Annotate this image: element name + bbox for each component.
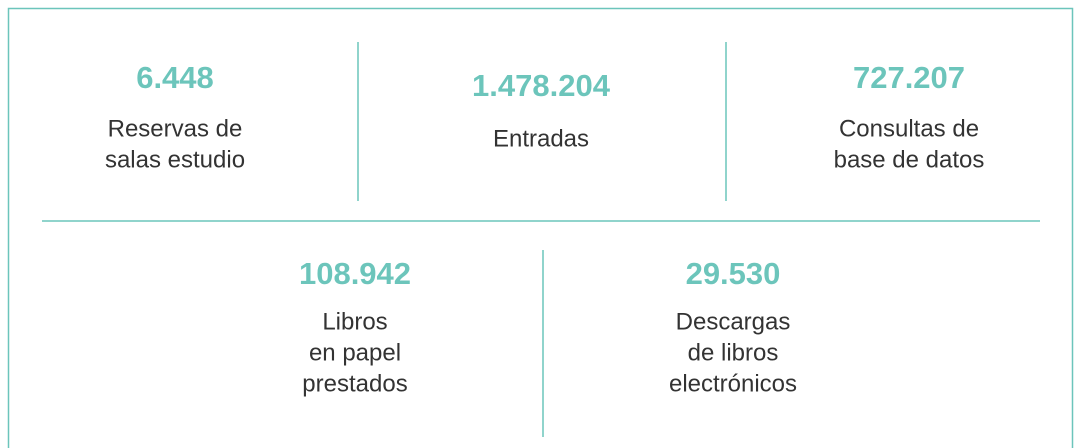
stat-value: 6.448 bbox=[136, 60, 214, 95]
stat-value: 1.478.204 bbox=[472, 68, 611, 103]
stat-label: Consultas de bbox=[839, 115, 979, 142]
stat-label: base de datos bbox=[834, 146, 985, 173]
stat-value: 727.207 bbox=[853, 60, 965, 95]
stat-value: 108.942 bbox=[299, 256, 411, 291]
stat-label: Entradas bbox=[493, 125, 589, 152]
stat-label: prestados bbox=[302, 370, 407, 397]
stat-label: en papel bbox=[309, 339, 401, 366]
stat-label: Descargas bbox=[676, 308, 791, 335]
stat-label: salas estudio bbox=[105, 146, 245, 173]
stat-value: 29.530 bbox=[686, 256, 781, 291]
stat-label: de libros bbox=[688, 339, 779, 366]
stat-label: Reservas de bbox=[108, 115, 243, 142]
stat-label: electrónicos bbox=[669, 370, 797, 397]
stat-label: Libros bbox=[322, 308, 387, 335]
panel-border bbox=[7, 7, 1074, 448]
